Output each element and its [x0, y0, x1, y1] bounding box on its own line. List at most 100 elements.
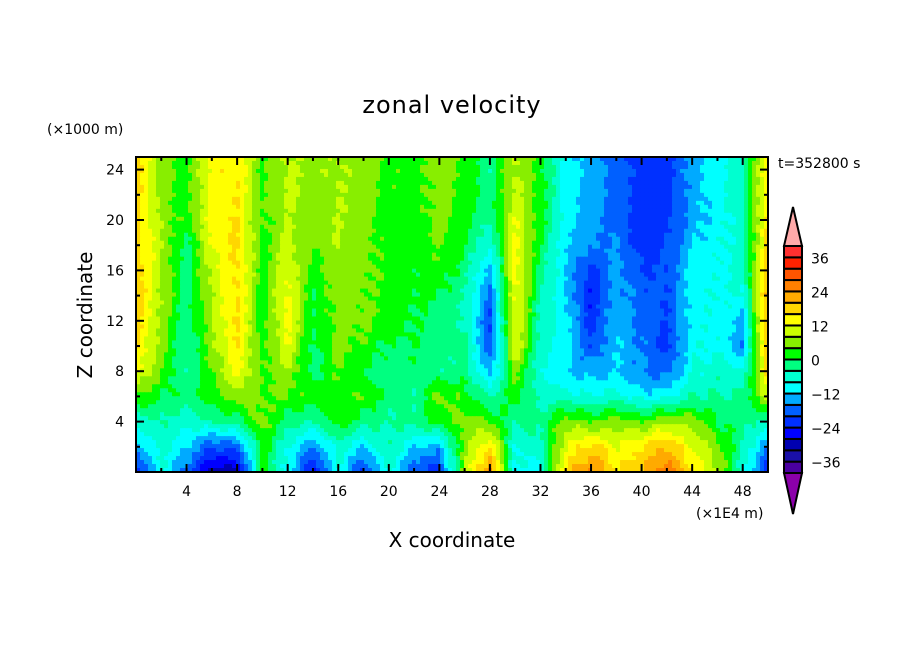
heatmap-cell: [524, 268, 529, 274]
heatmap-cell: [372, 256, 377, 262]
heatmap-cell: [364, 192, 369, 198]
heatmap-cell: [632, 204, 637, 210]
heatmap-cell: [548, 204, 553, 210]
heatmap-cell: [376, 236, 381, 242]
heatmap-cell: [592, 264, 597, 270]
heatmap-cell: [628, 192, 633, 198]
heatmap-cell: [392, 160, 397, 166]
heatmap-cell: [248, 216, 253, 222]
heatmap-cell: [208, 160, 213, 166]
heatmap-cell: [392, 204, 397, 210]
heatmap-cell: [688, 208, 693, 214]
heatmap-cell: [140, 272, 145, 278]
heatmap-cell: [628, 240, 633, 246]
heatmap-cell: [564, 176, 569, 182]
heatmap-cell: [540, 268, 545, 274]
heatmap-cell: [720, 208, 725, 214]
heatmap-cell: [568, 240, 573, 246]
heatmap-cell: [276, 228, 281, 234]
heatmap-cell: [544, 160, 549, 166]
heatmap-cell: [416, 264, 421, 270]
heatmap-cell: [412, 272, 417, 278]
heatmap-cell: [700, 220, 705, 226]
heatmap-cell: [364, 216, 369, 222]
heatmap-cell: [352, 176, 357, 182]
heatmap-cell: [368, 204, 373, 210]
heatmap-cell: [424, 220, 429, 226]
heatmap-cell: [724, 164, 729, 170]
heatmap-cell: [724, 168, 729, 174]
heatmap-cell: [204, 228, 209, 234]
heatmap-cell: [660, 236, 665, 242]
heatmap-cell: [140, 264, 145, 270]
heatmap-cell: [584, 200, 589, 206]
heatmap-cell: [384, 236, 389, 242]
heatmap-cell: [400, 272, 405, 278]
heatmap-cell: [552, 216, 557, 222]
heatmap-cell: [188, 172, 193, 178]
heatmap-cell: [764, 160, 769, 166]
heatmap-cell: [464, 248, 469, 254]
heatmap-cell: [324, 268, 329, 274]
heatmap-cell: [736, 184, 741, 190]
heatmap-cell: [496, 157, 501, 162]
heatmap-cell: [684, 224, 689, 230]
heatmap-cell: [240, 157, 245, 162]
heatmap-cell: [280, 180, 285, 186]
heatmap-cell: [556, 260, 561, 266]
heatmap-cell: [536, 172, 541, 178]
heatmap-cell: [244, 208, 249, 214]
heatmap-cell: [340, 200, 345, 206]
heatmap-cell: [624, 240, 629, 246]
heatmap-cell: [328, 260, 333, 266]
heatmap-cell: [168, 244, 173, 250]
heatmap-cell: [684, 172, 689, 178]
heatmap-cell: [316, 196, 321, 202]
heatmap-cell: [144, 188, 149, 194]
heatmap-cell: [224, 172, 229, 178]
heatmap-cell: [420, 172, 425, 178]
heatmap-cell: [732, 224, 737, 230]
heatmap-cell: [640, 224, 645, 230]
heatmap-cell: [472, 212, 477, 218]
heatmap-cell: [424, 272, 429, 278]
heatmap-cell: [364, 224, 369, 230]
heatmap-cell: [472, 176, 477, 182]
heatmap-cell: [188, 268, 193, 274]
heatmap-cell: [248, 276, 253, 282]
heatmap-cell: [332, 172, 337, 178]
heatmap-cell: [260, 264, 265, 270]
heatmap-cell: [348, 228, 353, 234]
heatmap-cell: [716, 228, 721, 234]
heatmap-cell: [244, 157, 249, 162]
heatmap-cell: [424, 280, 429, 286]
heatmap-cell: [532, 192, 537, 198]
heatmap-cell: [204, 268, 209, 274]
heatmap-cell: [748, 244, 753, 250]
heatmap-cell: [308, 200, 313, 206]
heatmap-cell: [280, 160, 285, 166]
heatmap-cell: [432, 260, 437, 266]
heatmap-cell: [432, 252, 437, 258]
heatmap-cell: [236, 212, 241, 218]
heatmap-cell: [192, 224, 197, 230]
heatmap-cell: [172, 212, 177, 218]
heatmap-cell: [488, 168, 493, 174]
heatmap-cell: [592, 224, 597, 230]
heatmap-cell: [216, 164, 221, 170]
heatmap-cell: [208, 220, 213, 226]
heatmap-cell: [296, 208, 301, 214]
heatmap-cell: [560, 184, 565, 190]
heatmap-cell: [168, 280, 173, 286]
heatmap-cell: [668, 264, 673, 270]
heatmap-cell: [296, 212, 301, 218]
heatmap-cell: [284, 236, 289, 242]
heatmap-cell: [224, 192, 229, 198]
heatmap-cell: [660, 176, 665, 182]
heatmap-cell: [180, 220, 185, 226]
heatmap-cell: [220, 260, 225, 266]
heatmap-cell: [356, 232, 361, 238]
heatmap-cell: [304, 172, 309, 178]
heatmap-cell: [452, 244, 457, 250]
heatmap-cell: [248, 268, 253, 274]
